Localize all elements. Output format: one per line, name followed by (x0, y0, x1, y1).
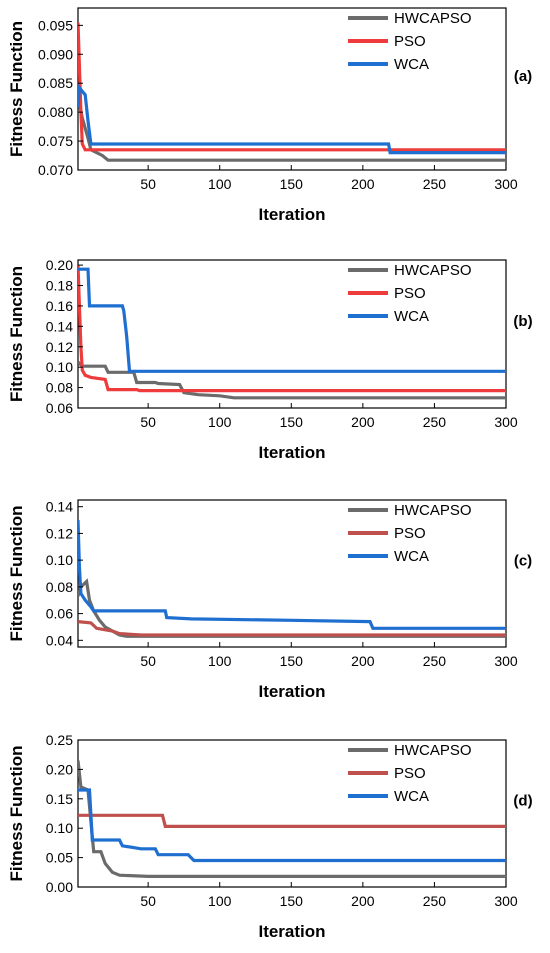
y-axis-title: Fitness Function (7, 746, 26, 882)
x-tick-label: 250 (423, 414, 447, 430)
legend-label-wca: WCA (394, 56, 429, 73)
x-tick-label: 50 (140, 414, 156, 430)
y-tick-label: 0.20 (46, 257, 73, 273)
legend-label-pso: PSO (394, 33, 426, 50)
x-axis-title: Iteration (258, 205, 325, 224)
x-tick-label: 150 (280, 414, 304, 430)
y-tick-label: 0.04 (46, 632, 73, 648)
x-tick-label: 300 (494, 414, 518, 430)
chart-panel-2: 50 100 150 200 250 300 0.06 0.08 0.10 0.12 0.14 0.1… (7, 257, 533, 462)
y-tick-label: 0.12 (46, 525, 73, 541)
x-tick-label: 300 (494, 893, 518, 909)
series-line-pso (78, 22, 506, 152)
series-line-hwcapso (78, 360, 506, 400)
y-tick-label: 0.10 (46, 359, 73, 375)
legend-label-wca: WCA (394, 788, 429, 805)
x-axis-title: Iteration (258, 922, 325, 941)
panels: 50 100 150 200 250 300 0.070 0.075 0.080 0.085 0.0… (7, 7, 533, 941)
y-tick-label: 0.20 (46, 761, 73, 777)
x-tick-label: 150 (280, 176, 304, 192)
y-tick-label: 0.070 (38, 162, 73, 178)
x-tick-label: 250 (423, 176, 447, 192)
x-tick-label: 250 (423, 893, 447, 909)
legend-label-wca: WCA (394, 548, 429, 565)
chart-panel-3: 50 100 150 200 250 300 0.04 0.06 0.08 0.10 0.12 0.1… (7, 499, 532, 701)
x-tick-label: 50 (140, 176, 156, 192)
y-tick-label: 0.085 (38, 75, 73, 91)
plot-frame (77, 7, 507, 171)
x-tick-label: 200 (351, 176, 375, 192)
x-tick-label: 150 (280, 653, 304, 669)
y-axis-title: Fitness Function (7, 506, 26, 642)
x-tick-label: 100 (208, 176, 232, 192)
series-line-pso (78, 813, 506, 829)
y-tick-label: 0.14 (46, 499, 73, 515)
y-axis-title: Fitness Function (7, 21, 26, 157)
y-tick-label: 0.16 (46, 298, 73, 314)
x-tick-label: 150 (280, 893, 304, 909)
chart-panel-4: 50 100 150 200 250 300 0.00 0.05 0.10 0.15 0.20 0.2… (7, 732, 533, 941)
legend-label-wca: WCA (394, 308, 429, 325)
x-tick-label: 200 (351, 893, 375, 909)
y-tick-label: 0.095 (38, 17, 73, 33)
series-group (78, 22, 506, 162)
legend-label-pso: PSO (394, 765, 426, 782)
panel-tag: (c) (514, 553, 532, 570)
series-group (78, 760, 506, 879)
panel-tag: (a) (514, 68, 532, 85)
y-tick-label: 0.08 (46, 380, 73, 396)
legend-label-hwcapso: HWCAPSO (394, 502, 472, 519)
y-tick-label: 0.00 (46, 879, 73, 895)
x-axis-title: Iteration (258, 682, 325, 701)
series-line-pso (78, 265, 506, 393)
y-tick-label: 0.10 (46, 820, 73, 836)
series-line-hwcapso (78, 578, 506, 638)
y-tick-label: 0.18 (46, 278, 73, 294)
x-tick-label: 50 (140, 653, 156, 669)
y-tick-label: 0.075 (38, 133, 73, 149)
x-tick-label: 200 (351, 653, 375, 669)
series-line-wca (78, 267, 506, 373)
legend-label-pso: PSO (394, 525, 426, 542)
legend-label-hwcapso: HWCAPSO (394, 742, 472, 759)
legend-label-hwcapso: HWCAPSO (394, 10, 472, 27)
y-tick-label: 0.10 (46, 552, 73, 568)
x-tick-label: 300 (494, 176, 518, 192)
legend-label-pso: PSO (394, 285, 426, 302)
x-tick-label: 200 (351, 414, 375, 430)
series-group (78, 265, 506, 400)
plot-frame (77, 499, 507, 648)
x-tick-label: 50 (140, 893, 156, 909)
y-tick-label: 0.12 (46, 339, 73, 355)
plot-frame (77, 739, 507, 888)
series-line-wca (78, 519, 506, 630)
y-tick-label: 0.080 (38, 104, 73, 120)
y-tick-label: 0.090 (38, 46, 73, 62)
series-line-wca (78, 83, 506, 155)
series-line-wca (78, 788, 506, 863)
panel-tag: (b) (513, 313, 532, 330)
y-tick-label: 0.05 (46, 850, 73, 866)
y-tick-label: 0.15 (46, 791, 73, 807)
x-tick-label: 100 (208, 893, 232, 909)
x-tick-label: 250 (423, 653, 447, 669)
plot-frame (77, 259, 507, 409)
series-line-pso (78, 620, 506, 637)
y-axis-title: Fitness Function (7, 266, 26, 402)
y-tick-label: 0.06 (46, 400, 73, 416)
y-tick-label: 0.25 (46, 732, 73, 748)
y-tick-label: 0.06 (46, 606, 73, 622)
y-tick-label: 0.08 (46, 579, 73, 595)
x-axis-title: Iteration (258, 443, 325, 462)
x-tick-label: 100 (208, 414, 232, 430)
legend-label-hwcapso: HWCAPSO (394, 262, 472, 279)
series-group (78, 519, 506, 638)
x-tick-label: 100 (208, 653, 232, 669)
panel-tag: (d) (513, 793, 532, 810)
chart-panel-1: 50 100 150 200 250 300 0.070 0.075 0.080 0.085 0.0… (7, 7, 532, 224)
x-tick-label: 300 (494, 653, 518, 669)
y-tick-label: 0.14 (46, 318, 73, 334)
